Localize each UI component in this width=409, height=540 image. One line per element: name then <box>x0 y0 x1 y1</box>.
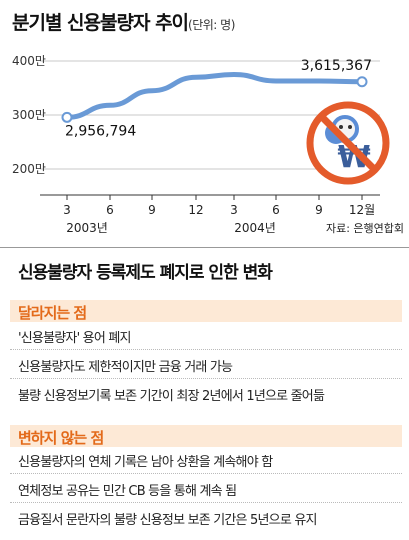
line-chart: 200만 300만 400만 3 6 9 12 3 6 9 12월 2003년 2004년 2,956… <box>12 54 404 235</box>
x-tick-label: 3 <box>230 203 238 217</box>
year-label: 2003년 <box>66 221 108 235</box>
changing-item-2: 신용불량자도 제한적이지만 금융 거래 가능 <box>18 360 233 375</box>
series-line <box>64 71 365 120</box>
y-axis-ticks: 200만 300만 400만 <box>12 54 46 176</box>
x-tick-label: 9 <box>315 203 323 217</box>
x-tick-label: 12월 <box>349 203 375 217</box>
changes-section-title: 신용불량자 등록제도 폐지로 인한 변화 <box>18 263 273 283</box>
chart-title-row: 분기별 신용불량자 추이(단위: 명) <box>12 8 235 35</box>
data-point <box>356 76 368 88</box>
x-axis: 3 6 9 12 3 6 9 12월 2003년 2004년 <box>40 194 380 235</box>
x-tick-label: 3 <box>63 203 71 217</box>
x-tick-label: 12 <box>188 203 203 217</box>
item-separator <box>10 349 402 350</box>
x-tick-label: 6 <box>106 203 114 217</box>
chart-title: 분기별 신용불량자 추이 <box>12 12 189 34</box>
unchanged-points-heading: 변하지 않는 점 <box>18 429 104 447</box>
changing-points-band: 달라지는 점 <box>10 300 402 322</box>
changing-item-3: 불량 신용정보기록 보존 기간이 최장 2년에서 1년으로 줄어듦 <box>18 389 325 404</box>
unchanged-item-2: 연체정보 공유는 민간 CB 등을 통해 계속 됨 <box>18 484 237 499</box>
x-tick-label: 9 <box>148 203 156 217</box>
data-label-last: 3,615,367 <box>301 58 372 74</box>
year-label: 2004년 <box>234 221 276 235</box>
unchanged-item-3: 금융질서 문란자의 불량 신용정보 보존 기간은 5년으로 유지 <box>18 513 317 528</box>
changing-points-heading: 달라지는 점 <box>18 304 87 322</box>
item-separator <box>10 473 402 474</box>
section-divider <box>0 247 409 248</box>
source-note: 자료: 은행연합회 <box>326 222 404 235</box>
data-labels: 2,956,794 3,615,367 <box>65 58 372 140</box>
chart-unit: (단위: 명) <box>188 18 235 32</box>
no-credit-icon: ₩ <box>306 101 390 185</box>
y-tick-label: 200만 <box>12 162 46 176</box>
y-tick-label: 400만 <box>12 54 46 68</box>
item-separator <box>10 378 402 379</box>
data-point <box>61 111 73 123</box>
unchanged-item-1: 신용불량자의 연체 기록은 남아 상환을 계속해야 함 <box>18 455 273 470</box>
data-label-first: 2,956,794 <box>65 123 136 139</box>
changing-item-1: '신용불량자' 용어 폐지 <box>18 331 131 346</box>
x-tick-label: 6 <box>272 203 280 217</box>
y-tick-label: 300만 <box>12 108 46 122</box>
series-layer <box>61 71 368 123</box>
unchanged-points-band: 변하지 않는 점 <box>10 425 402 447</box>
item-separator <box>10 502 402 503</box>
